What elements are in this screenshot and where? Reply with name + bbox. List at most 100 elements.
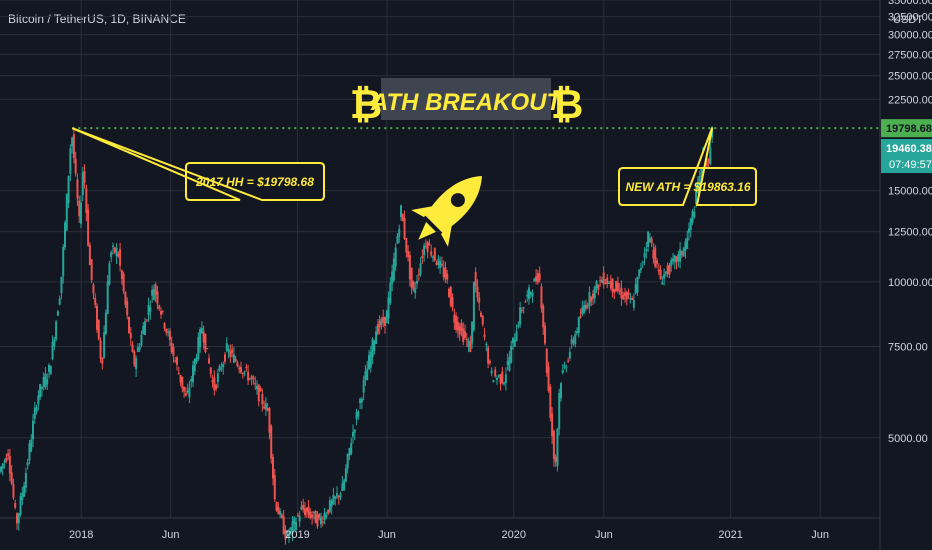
candle	[597, 284, 600, 296]
candle-body	[707, 159, 710, 164]
candle	[96, 303, 98, 334]
candle-body	[449, 286, 452, 306]
candle-body	[279, 510, 282, 515]
candle	[433, 247, 436, 262]
candle-body	[115, 247, 118, 257]
candle	[540, 283, 543, 313]
candle-body	[92, 284, 95, 294]
candle-body	[14, 503, 17, 508]
candle	[135, 355, 138, 377]
candle-body	[688, 228, 690, 233]
candle	[332, 487, 335, 505]
candle	[456, 316, 459, 338]
candle-body	[339, 493, 342, 498]
candle-body	[360, 398, 363, 403]
countdown-label: 07:49:57	[889, 159, 932, 171]
candle-body	[652, 249, 655, 259]
candle-body	[232, 354, 235, 363]
candle-body	[211, 380, 214, 383]
candle	[206, 348, 209, 350]
candle	[170, 336, 173, 355]
candle	[440, 256, 443, 268]
candle	[40, 386, 43, 397]
candle-body	[481, 315, 484, 325]
candle	[616, 276, 619, 294]
candle-body	[608, 282, 610, 284]
candle-body	[213, 377, 216, 391]
candle-body	[193, 358, 196, 372]
candle	[46, 373, 49, 391]
candle	[673, 254, 676, 270]
candle	[686, 230, 689, 249]
candle-body	[264, 403, 267, 410]
candle	[126, 297, 129, 320]
candle	[149, 300, 152, 320]
candle	[8, 448, 11, 482]
level-price-label: 19798.68	[886, 123, 932, 135]
candle-body	[40, 386, 43, 389]
candle-body	[316, 514, 319, 527]
candle-body	[49, 366, 52, 375]
candle-body	[197, 337, 200, 359]
candle-body	[96, 305, 98, 330]
candle-body	[0, 466, 2, 472]
candle	[599, 276, 602, 287]
time-axis: 2018 Jun 2019 Jun 2020 Jun 2021 Jun	[69, 529, 829, 541]
candle	[611, 278, 614, 298]
candle	[392, 252, 395, 283]
candle	[672, 253, 674, 265]
candle	[289, 526, 292, 536]
candle-body	[440, 264, 443, 266]
candle	[497, 374, 500, 379]
candle-body	[128, 317, 130, 333]
candle	[645, 242, 648, 259]
candle-body	[663, 274, 666, 279]
candle-body	[392, 258, 395, 281]
candle	[512, 337, 514, 350]
candle-body	[645, 249, 648, 252]
candle	[216, 368, 219, 389]
rocket-icon	[411, 176, 482, 247]
candle	[533, 277, 536, 282]
candle-body	[620, 287, 623, 299]
candle	[419, 257, 422, 277]
candle	[675, 255, 678, 270]
candle	[579, 308, 582, 319]
candle	[286, 530, 289, 537]
candle-body	[108, 263, 111, 285]
candle-body	[627, 292, 630, 295]
candle-body	[346, 454, 349, 469]
candle	[158, 304, 161, 312]
candle-body	[256, 386, 258, 390]
title-group: ₿ATH BREAKOUT₿	[350, 78, 583, 128]
candle	[140, 330, 143, 348]
candle-body	[654, 247, 657, 267]
candle-body	[529, 292, 532, 295]
candle-body	[437, 259, 440, 265]
candle-body	[81, 172, 84, 195]
candle	[408, 251, 411, 287]
candle	[115, 243, 118, 264]
candle-body	[375, 331, 378, 344]
candle-body	[577, 317, 580, 333]
candle	[24, 467, 27, 493]
candle-body	[616, 282, 619, 291]
candle-body	[263, 406, 266, 409]
candle-body	[615, 281, 618, 292]
candle-body	[560, 383, 562, 399]
candle	[245, 363, 248, 372]
candle	[368, 349, 370, 370]
candle	[439, 256, 442, 274]
candle	[581, 300, 584, 317]
candle-body	[398, 229, 401, 237]
candle-body	[227, 349, 230, 352]
candle	[323, 507, 326, 525]
candle-body	[188, 387, 191, 398]
candle	[501, 367, 504, 385]
candle	[567, 357, 570, 364]
candle	[528, 284, 530, 305]
candle	[666, 262, 669, 278]
candle-body	[412, 281, 415, 290]
candle	[360, 396, 363, 410]
